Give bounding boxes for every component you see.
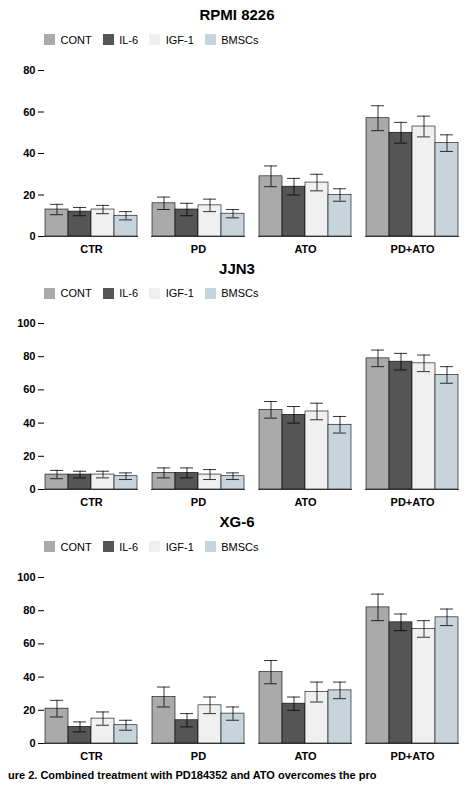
html-text:BMSCs: BMSCs: [221, 33, 259, 46]
svg-text:0: 0: [29, 230, 35, 242]
html-text:IL-6: IL-6: [119, 287, 139, 299]
svg-text:60: 60: [23, 105, 35, 117]
html-text:IGF-1: IGF-1: [165, 33, 194, 46]
html-text:CONT: CONT: [60, 33, 92, 46]
svg-text:40: 40: [23, 670, 35, 682]
svg-text:PD+ATO: PD+ATO: [391, 243, 435, 255]
svg-text:80: 80: [23, 604, 35, 616]
svg-text:80: 80: [23, 64, 35, 76]
svg-text:20: 20: [23, 188, 35, 200]
html-text:IGF-1: IGF-1: [165, 287, 194, 299]
svg-text:CTR: CTR: [80, 243, 103, 255]
svg-text:60: 60: [23, 637, 35, 649]
svg-text:CTR: CTR: [80, 750, 103, 762]
svg-text:ATO: ATO: [294, 496, 317, 508]
svg-text:ATO: ATO: [294, 750, 317, 762]
svg-text:40: 40: [23, 147, 35, 159]
html-text:CONT: CONT: [60, 540, 92, 553]
svg-text:CTR: CTR: [80, 496, 103, 508]
svg-text:ATO: ATO: [294, 243, 317, 255]
svg-text:20: 20: [23, 450, 35, 462]
html-text:ure 2. Combined treatment with: ure 2. Combined treatment with PD184352 …: [8, 768, 377, 781]
svg-text:PD+ATO: PD+ATO: [391, 750, 435, 762]
svg-text:80: 80: [23, 350, 35, 362]
html-text:BMSCs: BMSCs: [221, 540, 259, 553]
html-text:CONT: CONT: [60, 287, 92, 299]
html-text:IL-6: IL-6: [119, 540, 139, 553]
html-text:RPMI 8226: RPMI 8226: [199, 6, 275, 23]
svg-text:40: 40: [23, 417, 35, 429]
svg-text:100: 100: [17, 317, 35, 329]
html-text:BMSCs: BMSCs: [221, 287, 259, 299]
html-text:XG-6: XG-6: [219, 513, 255, 530]
svg-text:PD: PD: [191, 243, 206, 255]
html-text:JJN3: JJN3: [219, 259, 255, 277]
svg-text:PD: PD: [191, 496, 206, 508]
svg-text:0: 0: [29, 737, 35, 749]
svg-text:0: 0: [29, 483, 35, 495]
svg-text:60: 60: [23, 383, 35, 395]
svg-text:PD+ATO: PD+ATO: [391, 496, 435, 508]
html-text:IL-6: IL-6: [119, 33, 139, 46]
svg-text:100: 100: [17, 571, 35, 583]
svg-text:PD: PD: [191, 750, 206, 762]
html-text:IGF-1: IGF-1: [165, 540, 194, 553]
svg-text:20: 20: [23, 703, 35, 715]
